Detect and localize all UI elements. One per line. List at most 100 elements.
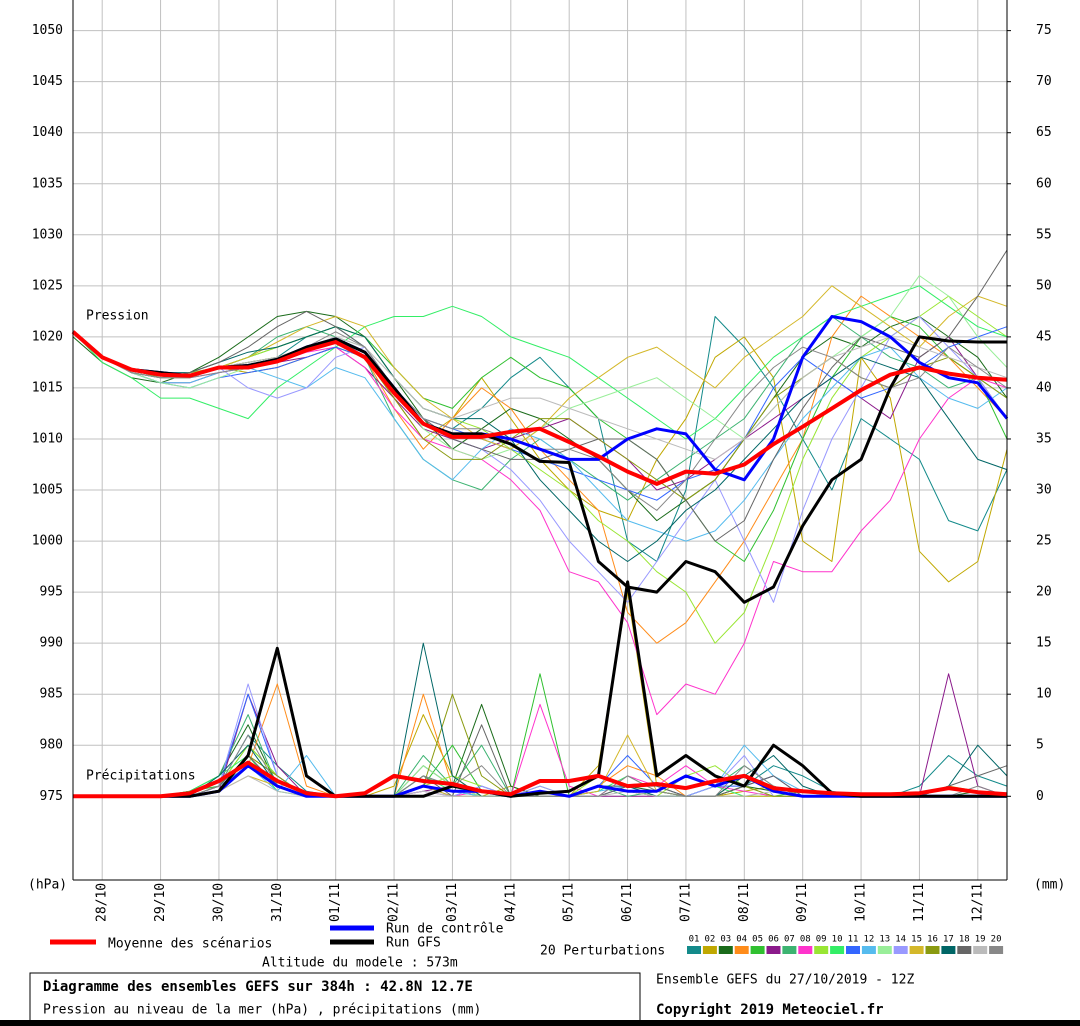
x-tick-label: 10/11 — [854, 883, 869, 922]
y-tick-label: 1020 — [32, 329, 63, 344]
y2-tick-label: 5 — [1036, 738, 1044, 753]
y-tick-label: 1000 — [32, 534, 63, 549]
legend-member-label: 16 — [927, 935, 938, 945]
y2-axis-label: (mm) — [1034, 878, 1065, 893]
y2-tick-label: 45 — [1036, 329, 1052, 344]
legend-member-swatch — [846, 946, 860, 954]
y-tick-label: 1040 — [32, 125, 63, 140]
y-tick-label: 1050 — [32, 23, 63, 38]
y2-tick-label: 25 — [1036, 534, 1052, 549]
legend-member-swatch — [925, 946, 940, 954]
y2-tick-label: 35 — [1036, 431, 1052, 446]
x-tick-label: 12/11 — [970, 883, 985, 922]
perturbations-label: 20 Perturbations — [540, 944, 665, 959]
y-tick-label: 995 — [40, 585, 63, 600]
lines — [71, 249, 1009, 799]
legend-control: Run de contrôle — [386, 922, 504, 937]
legend-member-swatch — [687, 946, 701, 954]
legend-member-label: 06 — [768, 935, 779, 945]
pressure-label: Pression — [86, 309, 149, 324]
x-tick-label: 02/11 — [387, 883, 402, 922]
x-tick-label: 11/11 — [912, 883, 927, 922]
legend-member-swatch — [734, 946, 749, 954]
labels: 9759809859909951000100510101015102010251… — [32, 23, 1052, 954]
legend-member-swatch — [989, 946, 1004, 954]
x-tick-label: 01/11 — [328, 883, 343, 922]
legend-member-label: 12 — [863, 935, 874, 945]
y2-tick-label: 75 — [1036, 23, 1052, 38]
pressure-member-line — [72, 326, 1008, 562]
legend-mean: Moyenne des scénarios — [108, 937, 272, 952]
legend-member-label: 03 — [720, 935, 731, 945]
grid — [73, 0, 1011, 880]
legend-member-swatch — [750, 946, 765, 954]
legend-member-swatch — [957, 946, 972, 954]
y-tick-label: 985 — [40, 687, 63, 702]
legend-member-label: 19 — [975, 935, 986, 945]
y2-tick-label: 20 — [1036, 585, 1052, 600]
pressure-main-line — [71, 330, 1008, 486]
legend-member-label: 15 — [911, 935, 922, 945]
legend-member-swatch — [909, 946, 924, 954]
run-info: Ensemble GEFS du 27/10/2019 - 12Z — [656, 973, 914, 988]
y2-tick-label: 15 — [1036, 636, 1052, 651]
x-tick-label: 31/10 — [270, 883, 285, 922]
y2-tick-label: 30 — [1036, 483, 1052, 498]
legend-member-swatch — [702, 946, 717, 954]
legend-member-label: 08 — [800, 935, 811, 945]
x-tick-label: 05/11 — [562, 883, 577, 922]
legend-member-label: 02 — [704, 935, 715, 945]
legend-member-label: 05 — [752, 935, 763, 945]
legend-member-label: 07 — [784, 935, 795, 945]
legend-member-swatch — [877, 946, 892, 954]
y2-tick-label: 50 — [1036, 278, 1052, 293]
legend-member-swatch — [941, 946, 956, 954]
y-tick-label: 975 — [40, 789, 63, 804]
y2-tick-label: 60 — [1036, 176, 1052, 191]
precip-main-line — [73, 760, 1008, 799]
x-tick-label: 29/10 — [153, 883, 168, 922]
legend-member-label: 11 — [848, 935, 859, 945]
y2-tick-label: 10 — [1036, 687, 1052, 702]
chart-title: Diagramme des ensembles GEFS sur 384h : … — [43, 979, 473, 995]
legend-member-label: 13 — [879, 935, 890, 945]
legend-member-swatch — [766, 946, 781, 954]
legend-member-label: 04 — [736, 935, 747, 945]
x-tick-label: 06/11 — [620, 883, 635, 922]
y-tick-label: 1045 — [32, 74, 63, 89]
x-tick-label: 30/10 — [211, 883, 226, 922]
x-tick-label: 03/11 — [445, 883, 460, 922]
altitude: Altitude du modele : 573m — [262, 956, 458, 971]
legend-member-label: 20 — [991, 935, 1002, 945]
legend-member-swatch — [861, 946, 876, 954]
x-tick-label: 04/11 — [503, 883, 518, 922]
y2-tick-label: 55 — [1036, 227, 1052, 242]
y-tick-label: 1010 — [32, 431, 63, 446]
x-tick-label: 09/11 — [795, 883, 810, 922]
legend-member-swatch — [798, 946, 813, 954]
y-tick-label: 1005 — [32, 483, 63, 498]
copyright: Copyright 2019 Meteociel.fr — [656, 1002, 884, 1018]
legend-member-label: 18 — [959, 935, 970, 945]
legend-member-swatch — [973, 946, 988, 954]
legend-member-swatch — [893, 946, 908, 954]
y2-tick-label: 40 — [1036, 380, 1052, 395]
y2-tick-label: 70 — [1036, 74, 1052, 89]
legend-member-swatch — [830, 946, 845, 954]
legend-member-label: 09 — [816, 935, 827, 945]
legend-member-swatch — [814, 946, 829, 954]
x-tick-label: 28/10 — [95, 883, 110, 922]
y-tick-label: 1025 — [32, 278, 63, 293]
pressure-member-line — [72, 249, 1008, 542]
bottom-bar — [0, 1020, 1080, 1026]
legend-member-label: 14 — [895, 935, 906, 945]
y-tick-label: 1015 — [32, 380, 63, 395]
y2-tick-label: 65 — [1036, 125, 1052, 140]
y-tick-label: 1035 — [32, 176, 63, 191]
chart-subtitle: Pression au niveau de la mer (hPa) , pré… — [43, 1003, 481, 1018]
legend-member-label: 01 — [689, 935, 700, 945]
y-tick-label: 990 — [40, 636, 63, 651]
y-axis-label: (hPa) — [28, 878, 67, 893]
